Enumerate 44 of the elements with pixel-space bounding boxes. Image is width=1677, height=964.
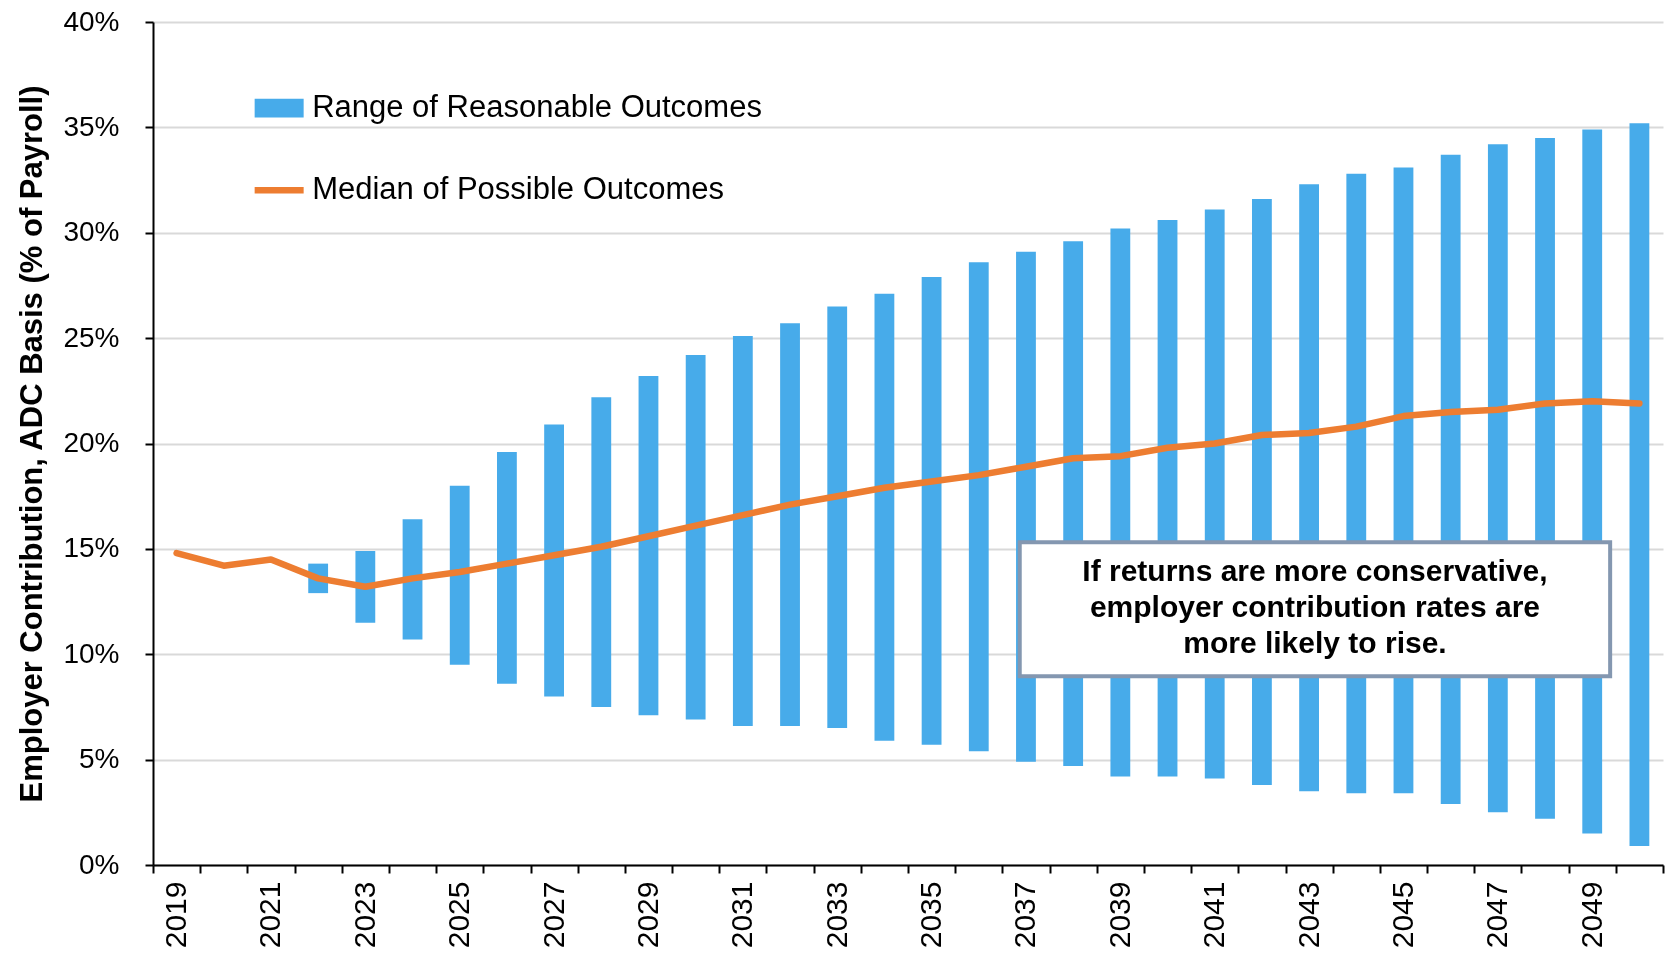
y-tick-label: 30% [63, 216, 120, 248]
legend-label: Median of Possible Outcomes [312, 171, 724, 207]
x-tick-label: 2041 [1197, 881, 1231, 949]
y-tick-label: 0% [79, 848, 120, 880]
bar [544, 424, 564, 697]
x-tick-label: 2025 [442, 881, 476, 949]
x-tick-label: 2039 [1102, 881, 1136, 949]
x-tick-label: 2045 [1385, 881, 1419, 949]
bar [449, 485, 470, 665]
annotation: If returns are more conservative, employer contribution rates are more likely to rise. [1082, 554, 1548, 660]
x-tick-label: 2047 [1480, 881, 1514, 949]
bar [827, 306, 848, 729]
bar [402, 519, 423, 640]
y-axis-title: Employer Contribution, ADC Basis (% of Payroll) [14, 85, 50, 803]
x-tick-label: 2019 [159, 881, 193, 949]
bar [685, 354, 706, 720]
bar [497, 451, 517, 684]
bar [638, 376, 659, 716]
x-tick-label: 2049 [1574, 881, 1608, 949]
y-tick-label: 10% [63, 637, 120, 669]
bar [732, 336, 753, 726]
bar [355, 550, 376, 623]
bar [591, 397, 612, 707]
y-tick-label: 40% [63, 5, 120, 37]
legend-label: Range of Reasonable Outcomes [312, 89, 762, 125]
x-tick-label: 2023 [347, 881, 381, 949]
y-tick-label: 15% [63, 532, 120, 564]
x-tick-label: 2031 [725, 881, 759, 949]
x-tick-label: 2021 [253, 881, 287, 949]
y-tick-label: 25% [63, 321, 120, 353]
bar [874, 293, 895, 741]
x-tick-label: 2037 [1008, 881, 1042, 949]
x-tick-label: 2027 [536, 881, 570, 949]
y-tick-label: 5% [79, 743, 120, 775]
bar [968, 262, 989, 752]
bar [1629, 123, 1650, 847]
x-tick-label: 2033 [819, 881, 853, 949]
y-tick-label: 35% [63, 110, 120, 142]
bar [921, 277, 942, 745]
x-tick-label: 2035 [914, 881, 948, 949]
x-tick-label: 2043 [1291, 881, 1325, 949]
y-tick-label: 20% [63, 427, 120, 458]
x-tick-label: 2029 [630, 881, 664, 949]
bar [780, 323, 800, 726]
